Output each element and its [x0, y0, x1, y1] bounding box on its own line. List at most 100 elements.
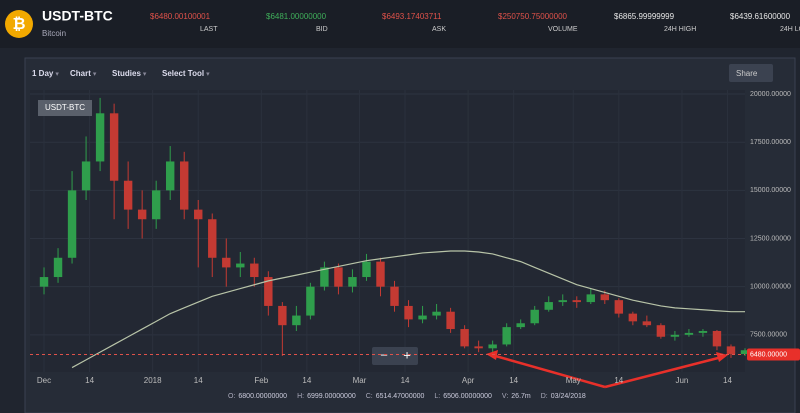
info-value: 26.7m [511, 393, 531, 400]
candle-body [446, 311, 455, 330]
stat-value: $6481.00000000 [266, 12, 327, 21]
candle-body [642, 321, 652, 326]
candle-body [376, 261, 385, 287]
y-tick-label: 20000.00000 [750, 91, 791, 98]
candle-body [684, 332, 694, 335]
info-key: L: [434, 393, 440, 400]
x-tick-label: 14 [194, 376, 203, 385]
candle-body [502, 327, 511, 345]
market-title: USDT-BTC [42, 8, 113, 24]
candle-body [670, 334, 680, 337]
info-key: O: [228, 393, 235, 400]
stat-label: VOLUME [548, 26, 578, 33]
info-value: 6506.00000000 [443, 393, 492, 400]
info-value: 6514.47000000 [376, 393, 425, 400]
toolbar-item[interactable]: Chart [70, 69, 91, 78]
stat-label: LAST [200, 26, 218, 33]
market-subtitle: Bitcoin [42, 29, 66, 38]
candle-body [600, 294, 610, 301]
candle-body [656, 325, 666, 337]
x-tick-label: Feb [254, 376, 268, 385]
candle-body [81, 161, 91, 191]
candle-body [418, 315, 427, 320]
info-value: 6800.00000000 [238, 393, 287, 400]
coin-symbol: ₿ [12, 15, 25, 33]
x-tick-label: 14 [302, 376, 311, 385]
header-bar [0, 0, 800, 48]
candle-body [292, 315, 301, 326]
stat-value: $6493.17403711 [382, 12, 442, 21]
info-key: D: [541, 393, 548, 400]
toolbar-item[interactable]: Select Tool [162, 69, 204, 78]
x-tick-label: Apr [462, 376, 475, 385]
x-tick-label: 14 [401, 376, 410, 385]
candle-body [488, 344, 497, 349]
dropdown-caret: ▾ [93, 71, 97, 78]
plot-area [30, 90, 745, 372]
y-tick-label: 7500.00000 [750, 332, 787, 339]
stat-value: $6439.61600000 [730, 12, 791, 21]
candle-body [278, 305, 287, 326]
candle-body [165, 161, 175, 191]
symbol-label: USDT-BTC [45, 103, 85, 112]
candle-body [740, 350, 750, 355]
toolbar-item[interactable]: Studies [112, 69, 141, 78]
symbol-box [38, 100, 92, 116]
dropdown-caret: ▾ [143, 71, 147, 78]
candle-body [334, 267, 343, 287]
candle-body [362, 261, 371, 278]
x-tick-label: 14 [85, 376, 94, 385]
candle-body [712, 330, 722, 347]
dropdown-caret: ▾ [206, 71, 210, 78]
stat-value: $250750.75000000 [498, 12, 568, 21]
info-value: 6999.00000000 [307, 393, 356, 400]
candle-body [109, 113, 119, 181]
candle-body [53, 257, 63, 278]
candle-body [628, 313, 638, 322]
candle-body [390, 286, 399, 306]
candle-body [516, 323, 525, 328]
info-key: V: [502, 393, 508, 400]
y-tick-label: 17500.00000 [750, 139, 791, 146]
stat-label: ASK [432, 26, 446, 33]
candle-body [348, 277, 357, 287]
candle-body [67, 190, 77, 258]
candle-body [698, 330, 708, 333]
candle-body [222, 257, 231, 268]
chart-layer [30, 90, 750, 372]
candle-body [123, 180, 133, 210]
last-price-badge [747, 348, 800, 361]
coin-icon [5, 10, 33, 38]
candle-body [544, 302, 553, 310]
annotation-arrows [486, 350, 728, 389]
info-key: C: [366, 393, 373, 400]
x-tick-label: 14 [723, 376, 732, 385]
x-tick-label: 14 [509, 376, 518, 385]
zoom-in[interactable]: + [403, 347, 411, 362]
candle-body [320, 267, 329, 287]
share-button[interactable] [729, 64, 773, 82]
stat-value: $6480.00100001 [150, 12, 211, 21]
candle-body [39, 277, 49, 287]
candle-body [726, 346, 736, 355]
zoom-controls[interactable] [372, 347, 418, 365]
candle-body [432, 311, 441, 316]
stat-label: 24H LOW [780, 26, 800, 33]
stat-label: 24H HIGH [664, 26, 696, 33]
candle-body [180, 161, 189, 210]
x-tick-label: Jun [675, 376, 688, 385]
candle-body [558, 300, 567, 303]
info-value: 03/24/2018 [551, 393, 586, 400]
candle-body [530, 309, 539, 324]
x-tick-label: May [566, 376, 581, 385]
share-label[interactable]: Share [736, 69, 758, 78]
x-tick-label: Mar [353, 376, 367, 385]
candle-body [306, 286, 315, 316]
candle-body [208, 219, 217, 258]
candle-body [404, 305, 413, 320]
y-tick-label: 15000.00000 [750, 187, 791, 194]
toolbar-item[interactable]: 1 Day [32, 69, 54, 78]
stat-value: $6865.99999999 [614, 12, 675, 21]
